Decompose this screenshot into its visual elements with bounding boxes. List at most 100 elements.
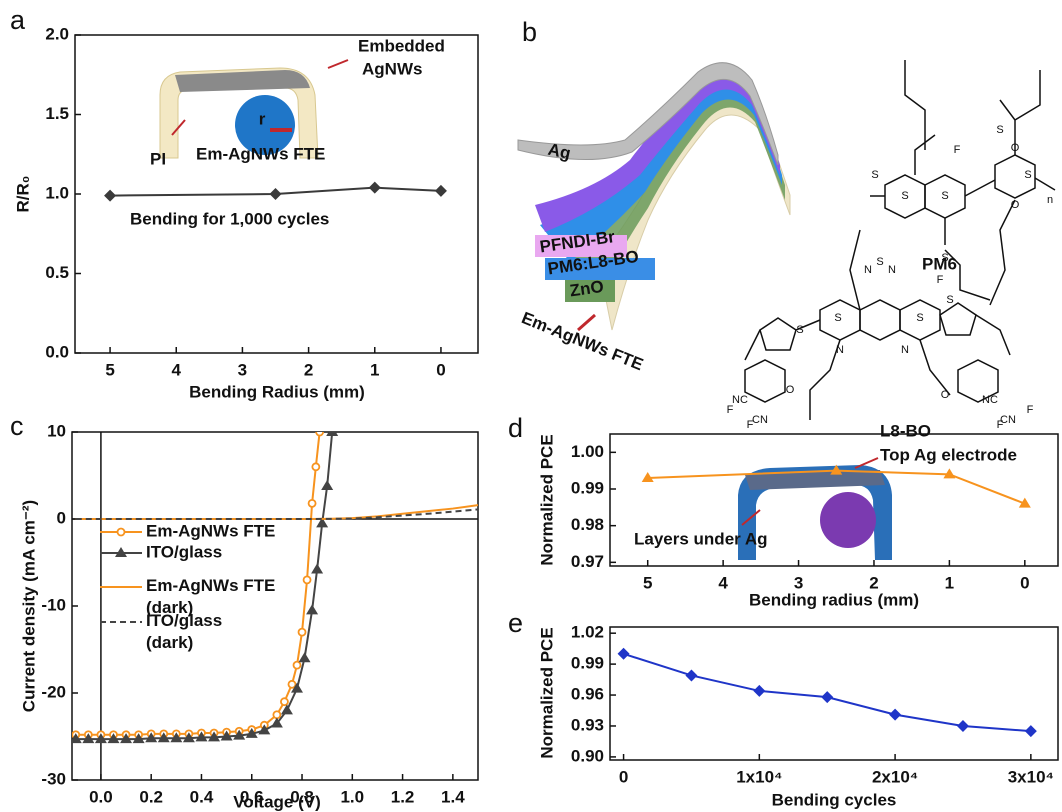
plot-frame [609,433,1059,567]
y-tick-label: 0.93 [571,715,604,734]
marker [315,432,325,437]
marker [195,731,208,742]
atom-label: S [941,190,948,202]
y-axis-title: Normalized PCE [537,434,556,565]
marker [306,604,319,615]
atom-label: N [901,344,909,356]
annotation: Layers under Ag [634,529,768,548]
marker [434,184,447,197]
x-tick-label: 1 [945,573,954,592]
y-tick-label: 2.0 [45,24,69,43]
marker [145,732,158,743]
y-tick-label: 0.90 [571,746,604,765]
annotation: Embedded [358,36,445,55]
x-tick-label: 5 [105,360,114,379]
x-tick-label: 0.0 [89,787,113,806]
marker [182,732,195,743]
x-tick-label: 3 [794,573,803,592]
atom-label: F [997,419,1004,431]
series-group [72,432,478,744]
y-tick-label: -30 [41,769,66,788]
marker [1024,725,1037,738]
atom-label: S [901,190,908,202]
marker [302,575,312,585]
atom-label: S [796,324,803,336]
marker [889,708,902,721]
marker [292,660,302,670]
panel-label: a [10,5,26,35]
legend-label: ITO/glass (dark) [146,611,222,652]
x-axis-title: Bending cycles [772,790,897,809]
atom-label: N [888,264,896,276]
marker [82,733,95,744]
x-tick-label: 0.6 [240,787,264,806]
marker [94,733,107,744]
atom-label: S [871,169,878,181]
atom-label: O [941,389,950,401]
x-tick-label: 0 [1020,573,1029,592]
legend-marker [115,547,127,557]
x-tick-label: 3x10⁴ [1008,767,1054,786]
x-tick-label: 2x10⁴ [872,767,918,786]
marker [830,464,843,475]
atom-label: n [1047,194,1053,206]
marker [753,684,766,697]
marker [307,498,317,508]
y-axis-title: Current density (mA cm⁻²) [19,500,38,712]
series-line [75,504,478,520]
series-group [104,181,447,202]
marker [821,691,834,704]
marker [368,181,381,194]
marker [132,733,145,744]
legend-label: ITO/glass [146,542,222,561]
x-tick-label: 0 [436,360,445,379]
y-axis-title: R/R₀ [13,176,32,213]
atom-label: NC [732,394,748,406]
panel-label: c [10,411,24,441]
y-tick-label: 0.99 [571,478,604,497]
x-tick-label: 2 [304,360,313,379]
x-axis-title: Bending Radius (mm) [189,382,365,401]
atom-label: F [1027,404,1034,416]
y-tick-label: 0.97 [571,552,604,571]
marker [297,627,307,637]
y-tick-label: 1.0 [45,183,69,202]
molecule-name: L8-BO [880,421,931,440]
series-line [110,186,441,197]
x-tick-label: 0.8 [290,787,314,806]
x-tick-label: 0.2 [139,787,163,806]
marker [321,479,334,490]
atom-label: F [937,274,944,286]
marker [685,669,698,682]
legend-label: Em-AgNWs FTE [146,521,275,540]
y-tick-label: 1.00 [571,442,604,461]
annotation: Em-AgNWs FTE [196,144,325,163]
marker [1018,497,1031,508]
atom-label: S [946,294,953,306]
x-tick-label: 5 [643,573,652,592]
annotation: Top Ag electrode [880,445,1017,464]
legend-label: Em-AgNWs FTE (dark) [146,576,275,617]
x-tick-label: 1 [370,360,379,379]
marker [107,733,120,744]
atom-label: F [727,404,734,416]
marker [220,730,233,741]
panel-label: b [522,17,537,47]
atom-label: CN [1000,414,1016,426]
atom-label: O [786,384,795,396]
y-axis-title: Normalized PCE [537,627,556,758]
x-tick-label: 0 [619,767,628,786]
marker [326,432,339,436]
atom-label: N [836,344,844,356]
annotation: PI [150,149,166,168]
series-group [617,647,1037,738]
x-tick-label: 3 [238,360,247,379]
y-tick-label: 1.5 [45,104,69,123]
layer-label: Ag [546,140,572,163]
atom-label: O [1011,142,1020,154]
atom-label: F [954,144,961,156]
plot-frame [609,626,1059,761]
atom-label: S [996,124,1003,136]
marker [233,729,246,740]
